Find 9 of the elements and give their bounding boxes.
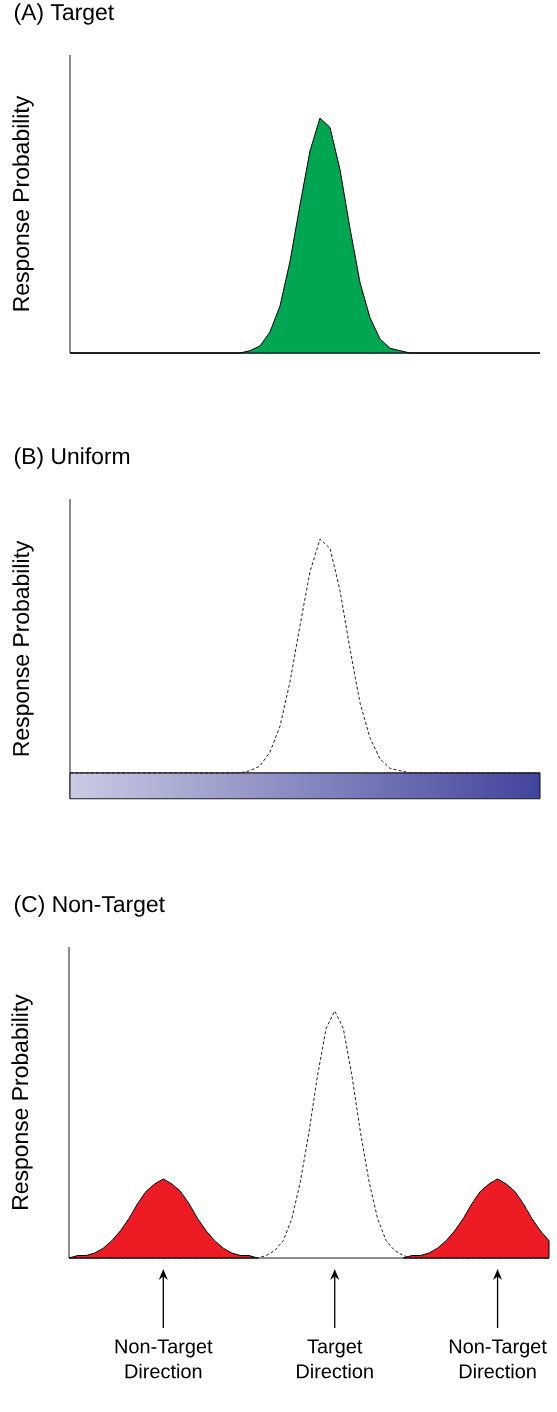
y-axis-title: Response Probability [12, 95, 34, 311]
x-tick-label: Non-Target Direction [115, 1339, 213, 1379]
x-tick-label: Non-Target Direction [449, 1339, 547, 1379]
y-axis-title: Response Probability [11, 994, 33, 1209]
x-tick-label: Target Direction [297, 1339, 373, 1379]
chart-title: (B) Uniform [14, 447, 130, 469]
y-axis-title: Response Probability [12, 540, 34, 756]
chart-title: (A) Target [14, 3, 114, 25]
chart-title: (C) Non-Target [14, 895, 165, 917]
